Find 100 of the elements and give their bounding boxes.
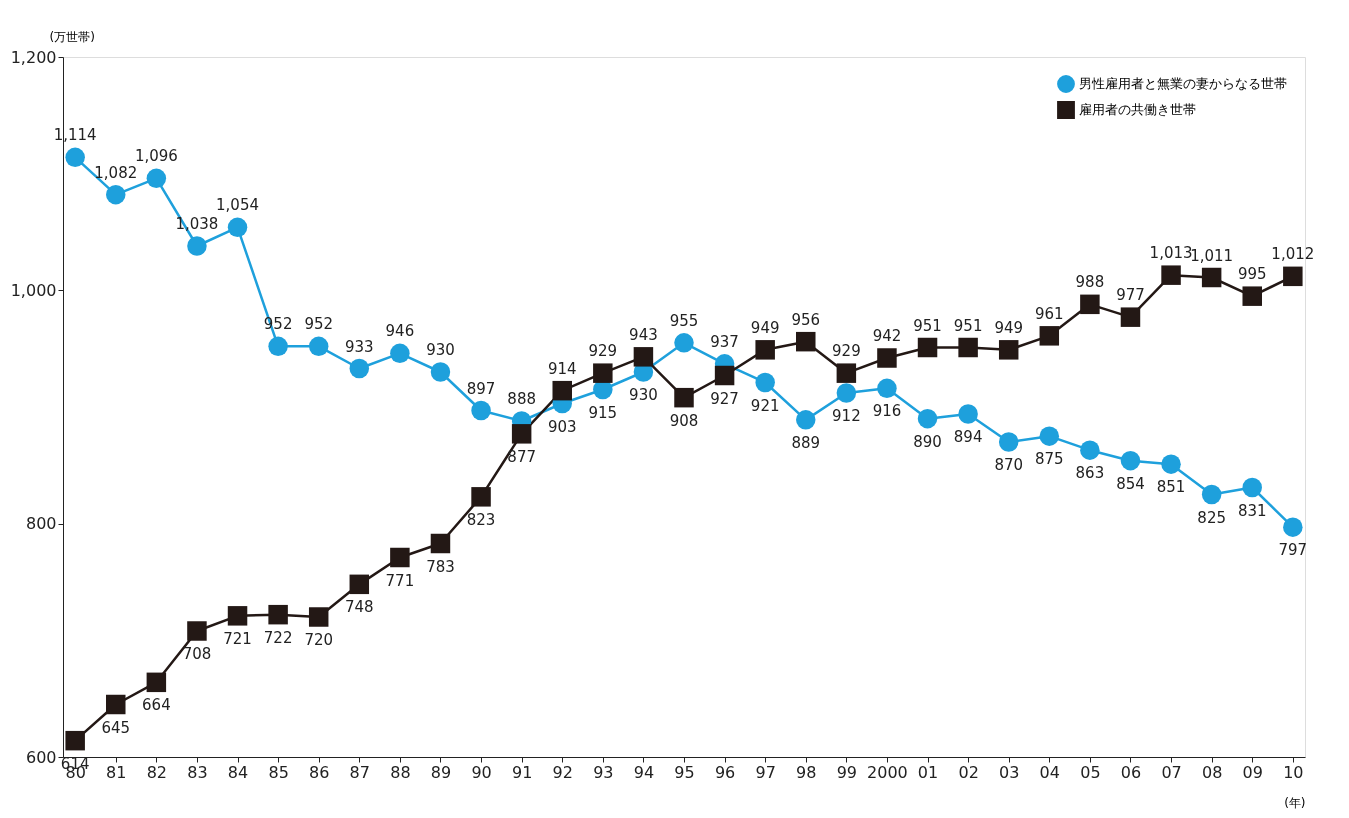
- point: [349, 358, 370, 379]
- data-label: 1,096: [134, 147, 178, 166]
- y-tick-label: 600: [25, 747, 57, 767]
- x-tick-label: 87: [349, 762, 370, 782]
- data-label: 933: [344, 337, 374, 356]
- x-tick-label: 91: [511, 762, 533, 782]
- x-tick-label: 96: [714, 762, 736, 782]
- data-label: 825: [1197, 508, 1226, 527]
- point: [268, 336, 288, 357]
- x-tick-label: 99: [836, 762, 858, 782]
- data-label: 1,054: [216, 196, 260, 215]
- data-label: 1,013: [1149, 244, 1193, 263]
- data-label: 1,012: [1271, 245, 1315, 264]
- data-label: 748: [344, 598, 374, 617]
- data-label: 915: [588, 403, 618, 422]
- point: [1080, 294, 1100, 315]
- data-label: 946: [385, 322, 415, 341]
- data-label: 995: [1237, 265, 1267, 284]
- point: [1242, 286, 1262, 306]
- x-tick-label: 07: [1161, 762, 1182, 782]
- point: [106, 694, 126, 715]
- point: [836, 363, 857, 383]
- data-label: 943: [629, 325, 658, 344]
- point: [755, 340, 775, 360]
- data-label: 870: [994, 456, 1024, 474]
- data-label: 720: [304, 631, 334, 649]
- data-label: 1,082: [94, 163, 138, 182]
- data-label: 783: [426, 557, 455, 576]
- point: [187, 621, 207, 641]
- data-label: 823: [466, 510, 496, 529]
- x-tick-label: 86: [309, 762, 330, 782]
- data-label: 897: [466, 379, 496, 398]
- x-tick-label: 93: [593, 762, 614, 782]
- point: [106, 184, 126, 205]
- point: [836, 383, 857, 403]
- data-label: 961: [1034, 304, 1064, 323]
- data-label: 875: [1034, 450, 1064, 469]
- point: [1161, 265, 1181, 285]
- point: [796, 331, 816, 352]
- data-label: 721: [223, 629, 252, 648]
- data-label: 977: [1116, 286, 1145, 305]
- data-label: 894: [953, 428, 983, 446]
- point: [958, 404, 978, 424]
- point: [1201, 267, 1222, 288]
- point: [998, 340, 1019, 360]
- x-tick-label: 82: [146, 762, 168, 782]
- point: [998, 432, 1019, 452]
- point: [917, 408, 938, 429]
- data-label: 949: [994, 318, 1024, 337]
- point: [227, 217, 248, 238]
- data-label: 930: [629, 386, 658, 404]
- point: [674, 387, 694, 408]
- x-tick-label: 02: [958, 762, 979, 782]
- x-tick-label: 2000: [867, 762, 908, 782]
- point: [633, 347, 654, 367]
- x-tick-label: 98: [796, 762, 817, 782]
- x-tick-label: 03: [999, 762, 1020, 782]
- y-tick-label: 1,200: [10, 47, 57, 67]
- x-tick-label: 10: [1283, 762, 1304, 782]
- point: [1283, 517, 1303, 537]
- x-tick-label: 01: [917, 762, 939, 782]
- point: [958, 337, 978, 358]
- y-tick-label: 800: [25, 514, 57, 534]
- point: [796, 410, 816, 430]
- point: [1039, 326, 1060, 346]
- point: [1120, 450, 1141, 471]
- point: [877, 378, 897, 399]
- point: [1120, 307, 1141, 327]
- point: [1283, 266, 1303, 287]
- x-tick-label: 81: [106, 762, 127, 782]
- point: [755, 372, 775, 393]
- point: [471, 487, 491, 507]
- point: [146, 168, 167, 189]
- x-tick-label: 09: [1242, 762, 1263, 782]
- data-label: 797: [1278, 541, 1308, 560]
- legend-label: 雇用者の共働き世帯: [1079, 102, 1196, 117]
- point: [430, 533, 451, 554]
- data-label: 955: [669, 311, 699, 330]
- point: [146, 672, 167, 693]
- point: [1161, 454, 1181, 474]
- point: [511, 424, 532, 444]
- x-tick-label: 92: [552, 762, 573, 782]
- x-axis-title: (年): [1284, 795, 1306, 810]
- data-label: 722: [263, 628, 293, 647]
- data-label: 854: [1116, 474, 1145, 493]
- legend-label: 男性雇用者と無業の妻からなる世帯: [1079, 76, 1287, 91]
- data-label: 863: [1075, 464, 1105, 483]
- data-label: 929: [832, 342, 861, 361]
- y-axis-title: (万世帯): [49, 29, 95, 44]
- point: [674, 333, 694, 353]
- point: [390, 547, 410, 568]
- data-label: 708: [182, 645, 212, 663]
- point: [349, 574, 370, 595]
- x-tick-label: 95: [674, 762, 695, 782]
- x-tick-label: 83: [187, 762, 208, 782]
- data-label: 951: [913, 316, 942, 335]
- point: [268, 604, 288, 625]
- x-tick-label: 84: [227, 762, 249, 782]
- data-label: 988: [1075, 273, 1105, 292]
- point: [1039, 426, 1060, 446]
